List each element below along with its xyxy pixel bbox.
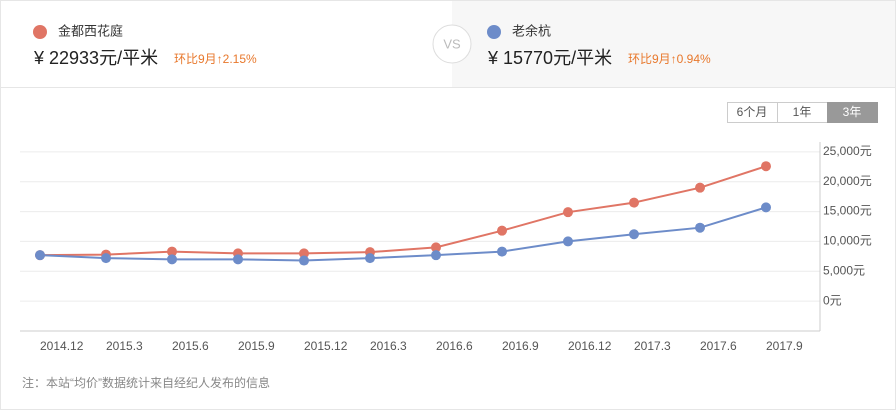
price: ¥ 22933元/平米 bbox=[33, 48, 158, 68]
data-point bbox=[497, 225, 507, 236]
y-tick-label: 15,000元 bbox=[823, 204, 872, 218]
series-line bbox=[39, 165, 767, 257]
x-tick-label: 2015.12 bbox=[304, 339, 348, 353]
data-point bbox=[167, 254, 177, 265]
data-point bbox=[35, 250, 45, 261]
data-point bbox=[167, 246, 177, 257]
legend-name: 金都西花庭 bbox=[58, 23, 123, 38]
y-tick-label: 25,000元 bbox=[823, 144, 872, 158]
data-point bbox=[365, 253, 375, 264]
price: ¥ 15770元/平米 bbox=[487, 48, 612, 68]
data-point bbox=[761, 161, 771, 172]
x-tick-label: 2016.3 bbox=[370, 339, 407, 353]
data-point bbox=[101, 253, 111, 264]
data-point bbox=[431, 242, 441, 253]
data-point bbox=[431, 250, 441, 261]
x-tick-label: 2015.6 bbox=[172, 339, 209, 353]
x-tick-label: 2016.9 bbox=[502, 339, 539, 353]
range-button[interactable] bbox=[827, 102, 878, 123]
range-buttons: 6个月 1年 3年 bbox=[727, 102, 878, 123]
y-tick-label: 10,000元 bbox=[823, 234, 872, 248]
x-tick-label: 2016.12 bbox=[568, 339, 612, 353]
change: 环比9月↑0.94% bbox=[628, 52, 711, 66]
legend-name: 老余杭 bbox=[512, 23, 551, 38]
data-point bbox=[629, 197, 639, 208]
data-point bbox=[629, 229, 639, 240]
change: 环比9月↑2.15% bbox=[174, 52, 257, 66]
data-point bbox=[299, 255, 309, 266]
data-point bbox=[563, 236, 573, 247]
series-line bbox=[39, 206, 767, 262]
range-label[interactable]: 1年 bbox=[793, 105, 812, 119]
x-tick-label: 2017.6 bbox=[700, 339, 737, 353]
x-tick-label: 2016.6 bbox=[436, 339, 473, 353]
vs-badge bbox=[432, 24, 472, 64]
data-point bbox=[299, 248, 309, 259]
vs-text: VS bbox=[443, 36, 461, 51]
x-tick-label: 2015.9 bbox=[238, 339, 275, 353]
legend-dot bbox=[487, 25, 501, 39]
data-point bbox=[563, 207, 573, 218]
right-card bbox=[452, 1, 895, 87]
range-label[interactable]: 6个月 bbox=[737, 105, 768, 119]
x-tick-label: 2017.3 bbox=[634, 339, 671, 353]
data-point bbox=[695, 182, 705, 193]
y-tick-label: 20,000元 bbox=[823, 174, 872, 188]
y-tick-label: 5,000元 bbox=[823, 263, 865, 277]
note: 注：本站“均价”数据统计来自经纪人发布的信息 bbox=[22, 375, 270, 390]
y-tick-label: 0元 bbox=[823, 293, 842, 307]
data-point bbox=[695, 222, 705, 233]
x-tick-label: 2017.9 bbox=[766, 339, 803, 353]
x-tick-label: 2015.3 bbox=[106, 339, 143, 353]
range-label[interactable]: 3年 bbox=[843, 105, 862, 119]
data-point bbox=[233, 254, 243, 265]
data-point bbox=[761, 202, 771, 213]
data-point bbox=[497, 246, 507, 257]
legend-dot bbox=[33, 25, 47, 39]
x-tick-label: 2014.12 bbox=[40, 339, 84, 353]
